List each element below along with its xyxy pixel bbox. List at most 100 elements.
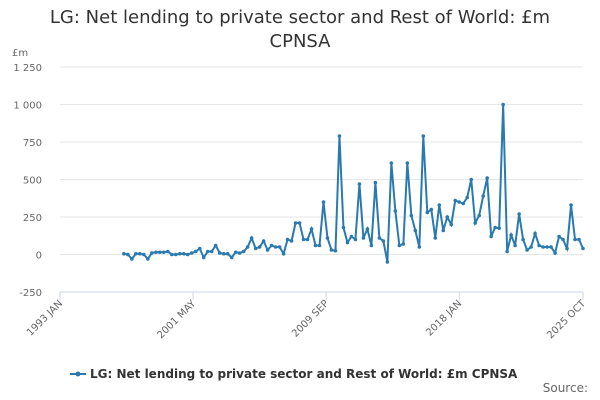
point	[353, 237, 358, 242]
point	[469, 177, 474, 182]
point	[154, 250, 158, 255]
point	[521, 237, 525, 242]
point	[441, 228, 446, 233]
point	[126, 252, 130, 257]
point	[545, 245, 549, 249]
point	[281, 251, 286, 256]
point	[265, 248, 270, 252]
point	[321, 200, 326, 204]
point	[385, 260, 390, 264]
point	[369, 243, 374, 248]
point	[397, 243, 402, 248]
point	[465, 195, 470, 200]
point	[381, 239, 386, 243]
point	[501, 102, 505, 107]
point	[529, 245, 533, 249]
point	[229, 255, 234, 260]
point	[453, 198, 458, 203]
point	[537, 243, 541, 248]
point	[177, 251, 182, 256]
point	[457, 200, 462, 204]
point	[325, 236, 330, 240]
point	[569, 203, 573, 207]
point	[181, 251, 186, 256]
point	[197, 246, 202, 251]
legend-marker	[75, 371, 81, 377]
point	[269, 243, 274, 248]
point	[221, 251, 226, 256]
point	[201, 255, 206, 260]
series-line	[123, 104, 584, 263]
point	[393, 209, 398, 213]
point	[217, 251, 222, 255]
point	[357, 182, 362, 186]
point	[573, 237, 577, 242]
point	[437, 203, 442, 207]
point	[349, 234, 354, 239]
point	[489, 234, 493, 239]
point	[233, 250, 238, 255]
point	[249, 236, 254, 240]
point	[329, 248, 334, 252]
point	[169, 252, 174, 257]
point	[305, 237, 310, 242]
point	[421, 134, 426, 138]
point	[293, 221, 298, 225]
point	[401, 242, 406, 246]
y-tick-label: 1 250	[13, 63, 42, 74]
point	[285, 237, 290, 242]
x-tick-label: 2001 MAY	[155, 298, 198, 341]
point	[241, 249, 246, 254]
point	[253, 246, 258, 251]
point	[237, 251, 242, 255]
x-tick-label: 2009 SEP	[290, 298, 331, 339]
point	[517, 212, 521, 216]
point	[497, 226, 501, 231]
point	[377, 236, 382, 240]
y-tick-label: 1 000	[13, 101, 42, 112]
point	[225, 251, 230, 256]
point	[361, 236, 366, 240]
point	[477, 213, 481, 218]
point	[142, 252, 146, 257]
point	[185, 252, 190, 257]
point	[297, 221, 302, 225]
legend-label: LG: Net lending to private sector and Re…	[90, 367, 518, 381]
point	[581, 246, 585, 251]
chart-title: LG: Net lending to private sector and Re…	[49, 7, 551, 52]
point	[205, 249, 210, 254]
x-tick-label: 1993 JAN	[25, 298, 65, 338]
point	[257, 245, 262, 249]
point	[213, 243, 218, 248]
point	[553, 251, 557, 255]
point	[162, 250, 166, 255]
y-tick-label: 500	[23, 176, 42, 187]
point	[317, 243, 322, 248]
point	[138, 251, 142, 256]
point	[193, 249, 198, 254]
point	[173, 252, 178, 257]
point	[150, 251, 154, 255]
point	[577, 237, 581, 242]
point	[189, 251, 194, 255]
point	[273, 245, 278, 249]
point	[565, 246, 569, 251]
point	[165, 249, 170, 254]
point	[146, 257, 150, 261]
point	[373, 180, 378, 185]
point	[333, 248, 338, 253]
point	[425, 210, 430, 215]
point	[345, 240, 350, 245]
point	[561, 237, 565, 242]
point	[122, 251, 126, 256]
point	[130, 257, 134, 261]
point	[433, 236, 438, 240]
point	[449, 222, 454, 227]
point	[277, 245, 282, 249]
point	[481, 194, 485, 198]
point	[341, 225, 346, 230]
point	[134, 251, 138, 256]
point	[525, 248, 529, 252]
